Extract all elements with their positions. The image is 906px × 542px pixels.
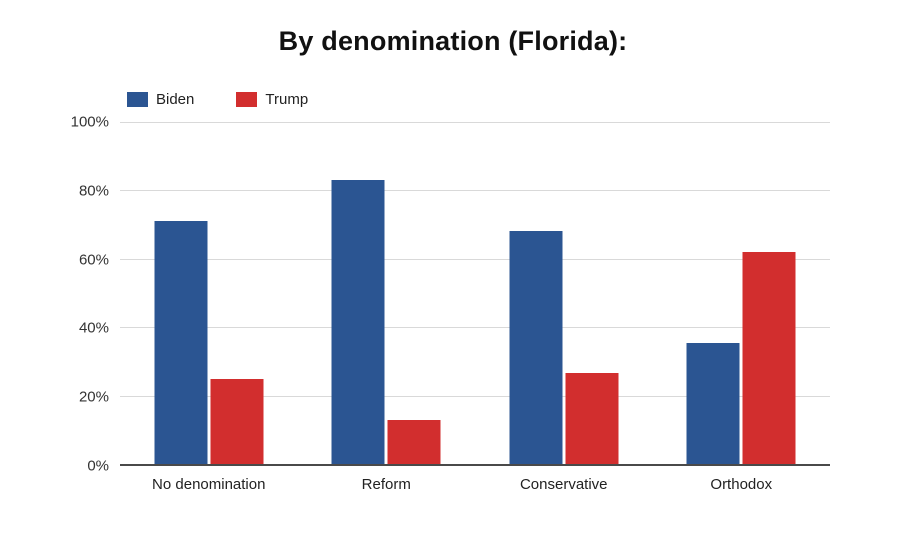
bar-biden xyxy=(509,231,563,464)
y-tick-label: 40% xyxy=(78,319,109,337)
bar-group xyxy=(686,122,796,464)
bar-group xyxy=(331,122,441,464)
gridline xyxy=(120,258,830,260)
legend-item: Trump xyxy=(236,91,308,108)
y-tick-label: 60% xyxy=(78,251,109,269)
bar-trump xyxy=(210,378,264,464)
bar-trump xyxy=(742,251,796,464)
bar-biden xyxy=(331,180,385,464)
legend-label: Trump xyxy=(265,90,309,108)
bar-group xyxy=(509,122,619,464)
y-tick-label: 20% xyxy=(78,388,109,406)
x-axis: No denomination Reform Conservative Orthodo… xyxy=(120,466,830,500)
plot-row: 0% 20% 40% 60% 80% 100% xyxy=(0,115,906,474)
y-tick-label: 0% xyxy=(87,457,109,475)
bar-biden xyxy=(686,342,740,464)
x-category-label: No denomination xyxy=(152,476,266,493)
gridline xyxy=(120,395,830,397)
bar-group xyxy=(154,122,264,464)
y-axis: 0% 20% 40% 60% 80% 100% xyxy=(0,115,120,474)
bar-biden xyxy=(154,221,208,464)
legend-label: Biden xyxy=(156,90,195,108)
y-tick-label: 100% xyxy=(70,113,109,131)
legend-item: Biden xyxy=(127,91,194,108)
plot-area xyxy=(120,122,830,466)
x-category-label: Orthodox xyxy=(710,476,773,493)
chart-legend: Biden Trump xyxy=(127,88,906,110)
bar-trump xyxy=(387,419,441,464)
chart-title: By denomination (Florida): xyxy=(278,26,628,56)
gridline xyxy=(120,122,830,123)
x-category-label: Reform xyxy=(361,476,411,493)
legend-swatch xyxy=(236,91,258,107)
gridline xyxy=(120,190,830,192)
x-category-label: Conservative xyxy=(519,476,608,493)
gridline xyxy=(120,327,830,329)
legend-swatch xyxy=(127,91,148,107)
bar-trump xyxy=(565,373,619,464)
y-tick-label: 80% xyxy=(78,182,109,200)
